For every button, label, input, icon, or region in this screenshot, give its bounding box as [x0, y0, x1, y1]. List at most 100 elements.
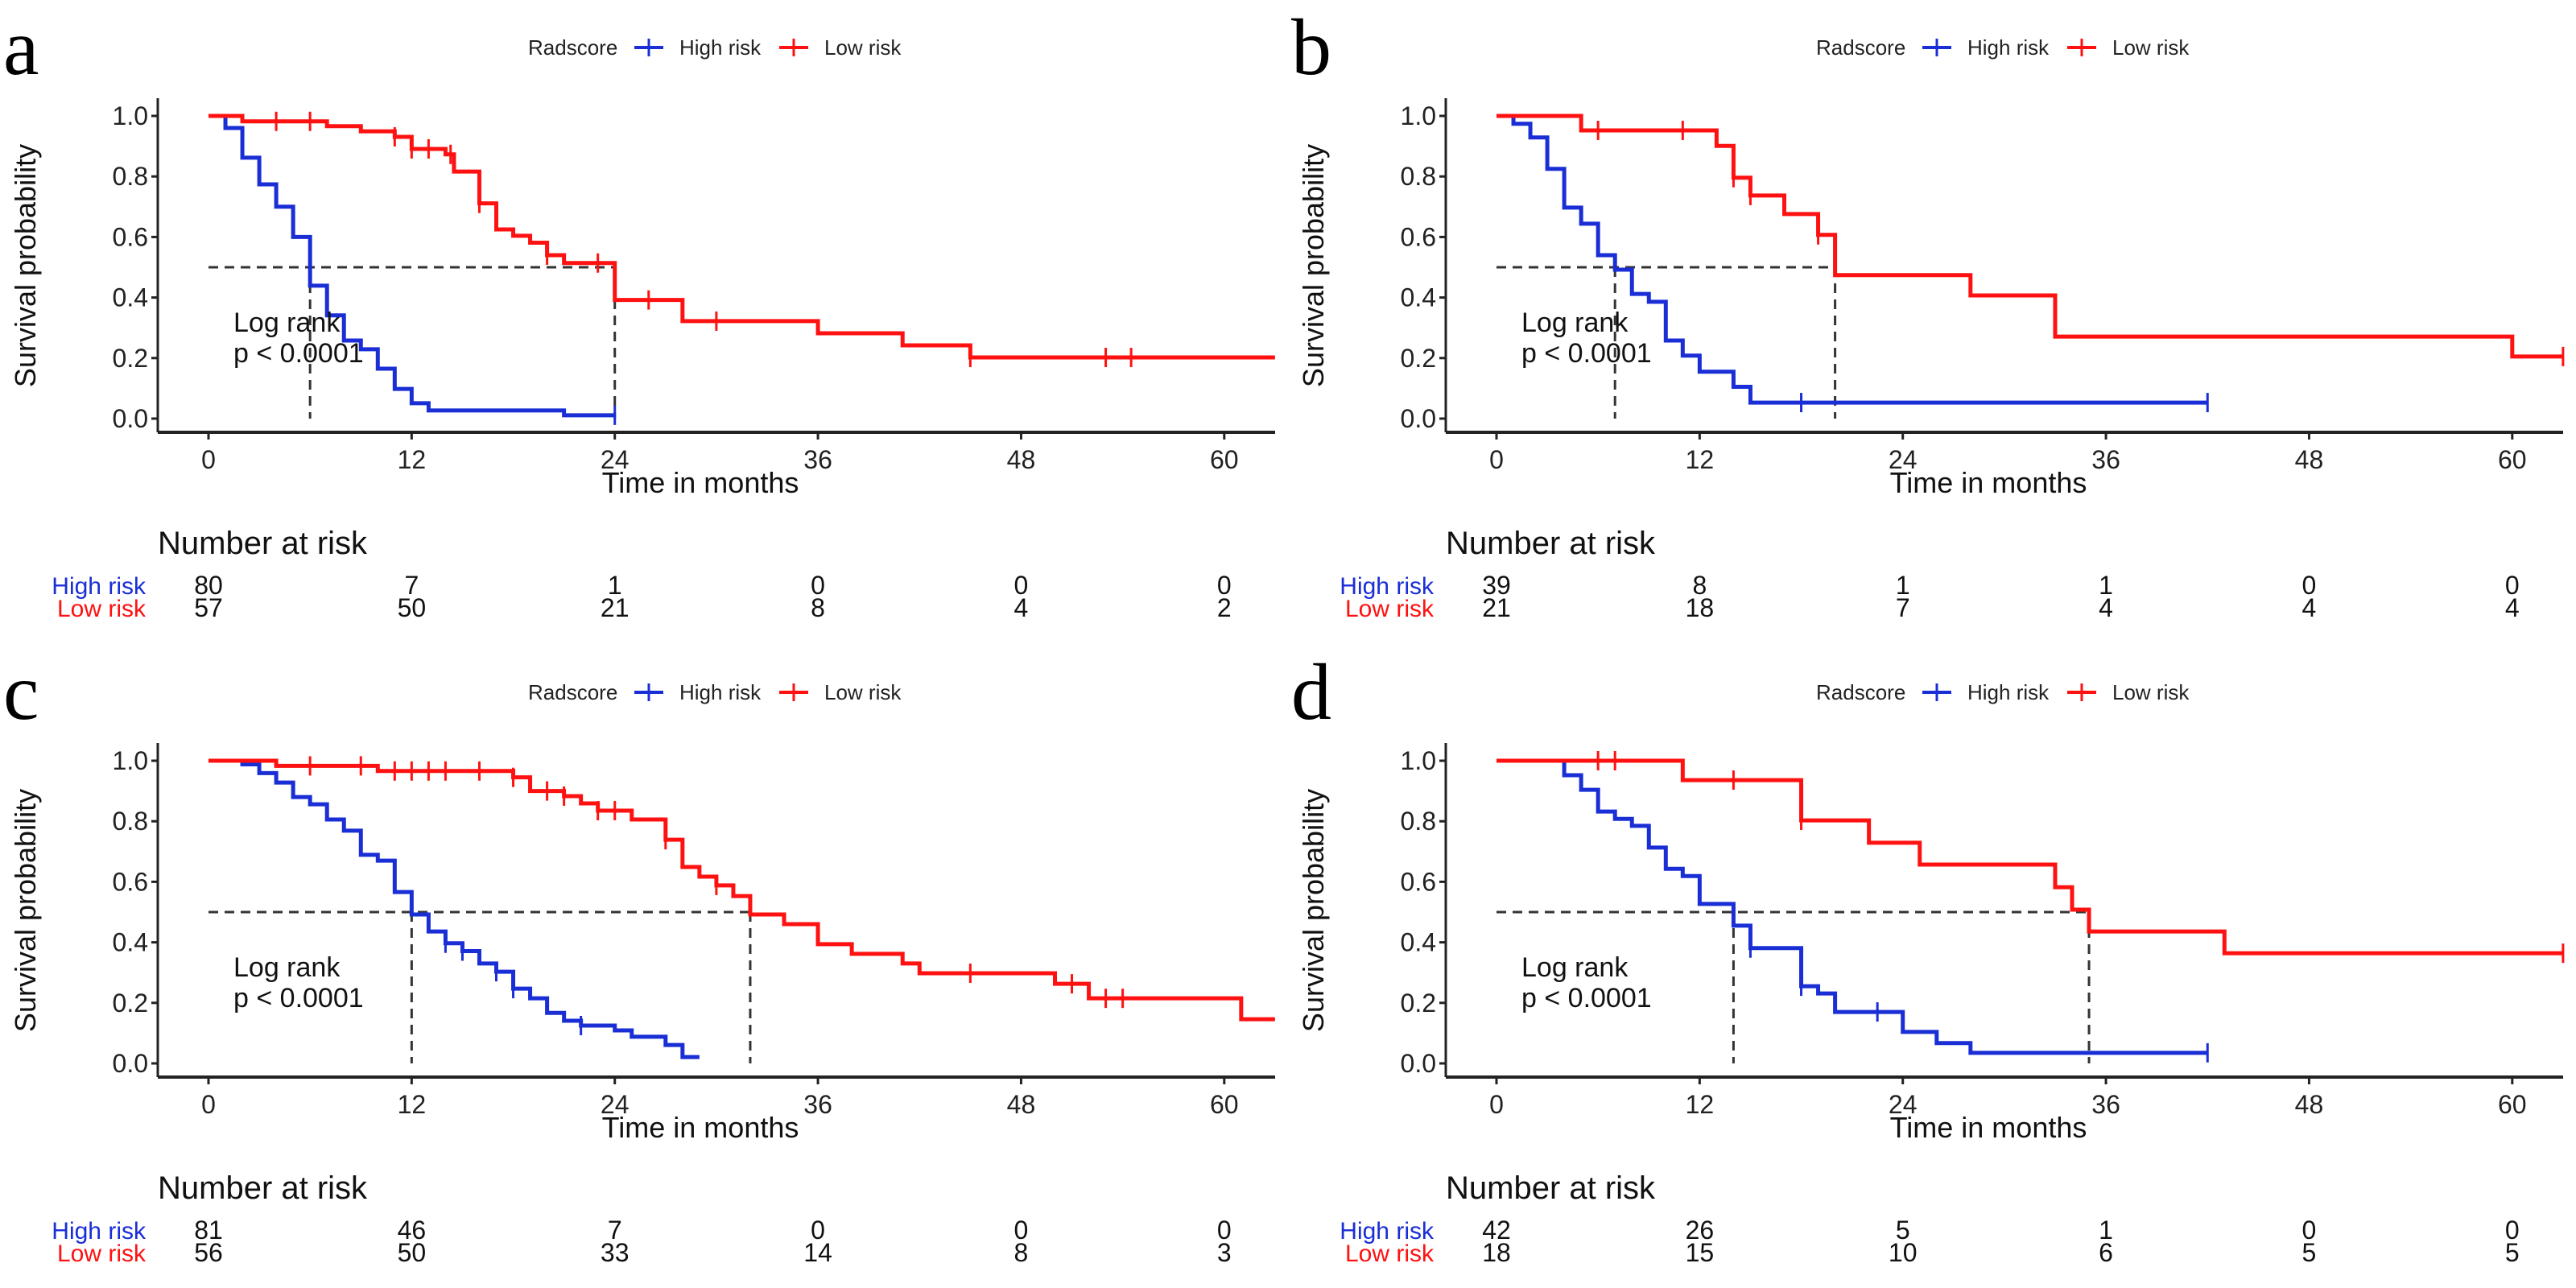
risk-count: 21	[1482, 593, 1511, 622]
legend-entry-low-risk: Low risk	[2112, 680, 2190, 704]
risk-table: Number at risk High risk 81 46 7 0 0 0 Low risk 5…	[52, 1170, 1231, 1267]
legend-title: Radscore	[528, 35, 617, 60]
y-tick-label: 0.2	[113, 344, 148, 373]
y-tick-label: 0.6	[1401, 222, 1436, 251]
risk-table-title: Number at risk	[1446, 526, 1656, 561]
x-tick-label: 24	[601, 1090, 630, 1119]
legend-title: Radscore	[1816, 35, 1905, 60]
risk-count: 1	[608, 571, 622, 600]
annotation-log-rank: Log rank	[233, 308, 341, 338]
risk-count: 0	[2302, 1216, 2317, 1245]
risk-count: 4	[2302, 593, 2317, 622]
x-axis-title: Time in months	[1890, 466, 2087, 499]
x-tick-label: 48	[1007, 445, 1036, 474]
y-tick-label: 1.0	[1401, 746, 1436, 775]
panel-letter: b	[1291, 2, 1331, 92]
annotation-log-rank: Log rank	[1521, 952, 1629, 983]
x-tick-label: 36	[2091, 1090, 2120, 1119]
risk-count: 0	[811, 571, 825, 600]
legend: Radscore High risk Low risk	[1816, 680, 2190, 704]
x-tick-label: 60	[1210, 1090, 1239, 1119]
risk-count: 4	[2505, 593, 2520, 622]
risk-count: 21	[601, 593, 630, 622]
curve-high-risk	[1496, 758, 2208, 1055]
y-tick-label: 0.2	[113, 989, 148, 1018]
y-tick-label: 0.6	[113, 222, 148, 251]
legend-entry-high-risk: High risk	[1967, 680, 2050, 704]
legend-entry-low-risk: Low risk	[824, 35, 902, 60]
risk-count: 8	[1692, 571, 1707, 600]
risk-count: 57	[194, 593, 223, 622]
risk-count: 50	[398, 1238, 427, 1267]
y-tick-label: 0.4	[1401, 928, 1436, 957]
x-tick-label: 48	[2295, 445, 2324, 474]
risk-count: 81	[194, 1216, 223, 1245]
legend-entry-low-risk: Low risk	[2112, 35, 2190, 60]
y-axis-title: Survival probability	[9, 144, 42, 387]
x-tick-label: 36	[803, 1090, 832, 1119]
risk-row-label: High risk	[1340, 573, 1435, 600]
risk-count: 42	[1482, 1216, 1511, 1245]
x-tick-label: 48	[2295, 1090, 2324, 1119]
panel-b: b Radscore High risk Low risk0.00.20.40.60.…	[1291, 2, 2565, 622]
risk-count: 7	[404, 571, 419, 600]
risk-count: 1	[2099, 1216, 2113, 1245]
annotation-p-value: p < 0.0001	[1521, 983, 1652, 1013]
annotation-log-rank: Log rank	[1521, 308, 1629, 338]
y-tick-label: 1.0	[1401, 101, 1436, 130]
panels: a Radscore High risk Low risk0.00.20.40.60.…	[3, 2, 2565, 1267]
risk-count: 0	[2505, 571, 2520, 600]
x-tick-label: 0	[201, 1090, 216, 1119]
annotation-log-rank: Log rank	[233, 952, 341, 983]
legend: Radscore High risk Low risk	[528, 680, 902, 704]
x-tick-label: 12	[398, 445, 427, 474]
risk-count: 26	[1686, 1216, 1715, 1245]
y-tick-label: 1.0	[113, 101, 148, 130]
risk-row-label: Low risk	[57, 596, 147, 622]
x-tick-label: 36	[2091, 445, 2120, 474]
y-tick-label: 0.4	[113, 928, 148, 957]
risk-count: 15	[1686, 1238, 1715, 1267]
risk-count: 1	[2099, 571, 2113, 600]
x-tick-label: 60	[2498, 1090, 2527, 1119]
x-tick-label: 60	[2498, 445, 2527, 474]
risk-table-title: Number at risk	[158, 1170, 368, 1206]
curve-high-risk	[1496, 114, 2208, 405]
risk-count: 5	[2302, 1238, 2317, 1267]
legend-entry-low-risk: Low risk	[824, 680, 902, 704]
x-axis-title: Time in months	[1890, 1111, 2087, 1144]
x-tick-label: 12	[1686, 445, 1715, 474]
y-tick-label: 1.0	[113, 746, 148, 775]
y-tick-label: 0.8	[1401, 162, 1436, 191]
y-axis-title: Survival probability	[1297, 789, 1330, 1032]
curve-low-risk	[1496, 114, 2563, 359]
risk-count: 0	[2302, 571, 2317, 600]
y-tick-label: 0.4	[1401, 283, 1436, 312]
risk-count: 7	[1896, 593, 1910, 622]
y-tick-label: 0.8	[113, 807, 148, 836]
y-tick-label: 0.0	[113, 1049, 148, 1078]
panel-a: a Radscore High risk Low risk0.00.20.40.60.…	[3, 2, 1275, 622]
legend: Radscore High risk Low risk	[528, 35, 902, 60]
risk-count: 0	[811, 1216, 825, 1245]
risk-count: 80	[194, 571, 223, 600]
risk-table-title: Number at risk	[1446, 1170, 1656, 1206]
y-tick-label: 0.0	[1401, 404, 1436, 433]
risk-row-label: Low risk	[1345, 596, 1435, 622]
x-tick-label: 12	[398, 1090, 427, 1119]
risk-count: 0	[1014, 571, 1029, 600]
x-tick-label: 60	[1210, 445, 1239, 474]
panel-letter: a	[3, 2, 39, 92]
risk-row-label: High risk	[52, 1218, 147, 1245]
risk-count: 6	[2099, 1238, 2113, 1267]
annotation-p-value: p < 0.0001	[233, 338, 364, 369]
legend-title: Radscore	[528, 680, 617, 704]
risk-count: 3	[1217, 1238, 1232, 1267]
legend-entry-high-risk: High risk	[1967, 35, 2050, 60]
risk-count: 5	[1896, 1216, 1910, 1245]
risk-row-label: Low risk	[57, 1241, 147, 1267]
risk-count: 0	[2505, 1216, 2520, 1245]
y-tick-label: 0.8	[1401, 807, 1436, 836]
